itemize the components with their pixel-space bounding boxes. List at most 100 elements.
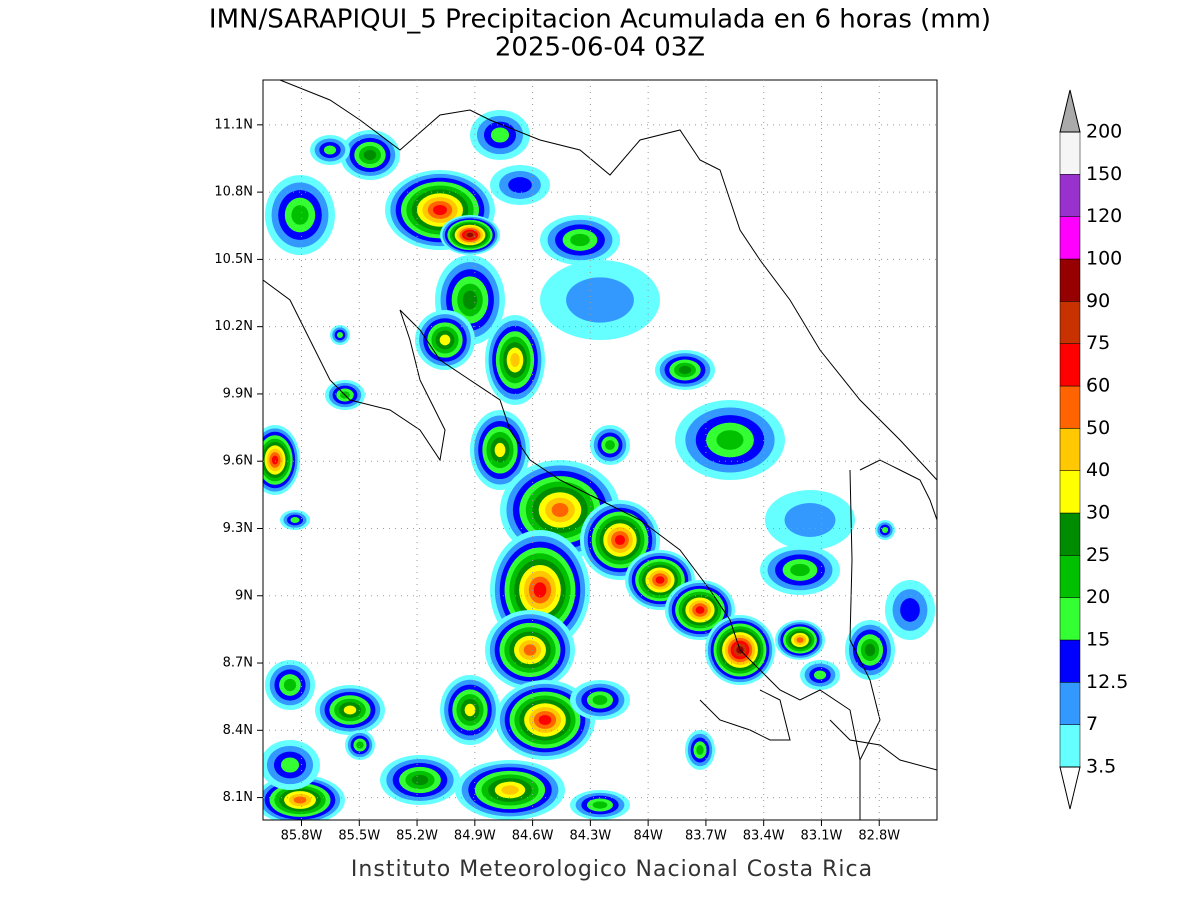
colorbar-label: 3.5 — [1086, 756, 1116, 778]
precip-contour — [490, 127, 510, 143]
colorbar-label: 120 — [1086, 205, 1122, 227]
precip-contour — [293, 796, 307, 804]
precip-contour — [551, 503, 569, 517]
lon-label: 82.8W — [858, 829, 900, 844]
colorbar-label: 40 — [1086, 459, 1110, 481]
lon-label: 84.6W — [512, 829, 554, 844]
precipitation-field — [263, 110, 935, 820]
precip-contour — [271, 455, 279, 465]
subtitle: 2025-06-04 03Z — [495, 33, 705, 63]
lon-label: 83.7W — [685, 829, 727, 844]
precip-contour — [864, 643, 876, 657]
lat-label: 9.9N — [223, 386, 253, 401]
precip-contour — [501, 785, 519, 795]
precip-contour — [605, 440, 615, 450]
osa-peninsula — [699, 689, 791, 741]
colorbar-label: 75 — [1086, 332, 1110, 354]
precip-contour — [716, 430, 744, 450]
title: IMN/SARAPIQUI_5 Precipitacion Acumulada … — [209, 5, 991, 35]
precip-contour — [290, 516, 300, 524]
lon-label: 84.3W — [569, 829, 611, 844]
colorbar-label: 15 — [1086, 629, 1110, 651]
precip-contour — [592, 695, 608, 705]
lat-label: 10.8N — [214, 185, 253, 200]
precip-contour — [538, 714, 552, 726]
lat-label: 10.2N — [214, 319, 253, 334]
colorbar-label: 90 — [1086, 290, 1110, 312]
colorbar-segment — [1059, 682, 1081, 725]
precip-contour — [796, 637, 804, 643]
precip-contour — [614, 534, 626, 546]
pacific-coast — [263, 279, 861, 820]
colorbar-label: 50 — [1086, 417, 1110, 439]
precip-contour — [533, 582, 547, 598]
colorbar-segment — [1059, 343, 1081, 387]
lat-label: 9.6N — [223, 454, 253, 469]
precip-contour — [336, 331, 344, 339]
precip-contour — [439, 334, 451, 346]
precip-contour — [696, 745, 704, 755]
lon-label: 85.2W — [396, 829, 438, 844]
precip-contour — [592, 801, 608, 809]
colorbar-label: 7 — [1086, 713, 1098, 735]
precip-contour — [462, 290, 478, 310]
colorbar-segment — [1059, 555, 1081, 598]
border-panama — [849, 469, 881, 761]
precip-contour — [790, 563, 810, 577]
colorbar-segment — [1059, 428, 1081, 471]
precip-contour — [900, 598, 920, 622]
plot-frame — [262, 79, 938, 821]
lat-label: 10.5N — [214, 252, 253, 267]
colorbar-label: 150 — [1086, 163, 1122, 185]
precip-contour — [678, 365, 692, 375]
colorbar-segment — [1059, 385, 1081, 429]
colorbar-label: 20 — [1086, 586, 1110, 608]
colorbar-over — [1059, 89, 1081, 133]
colorbar-segment — [1059, 174, 1081, 217]
lat-label: 9N — [235, 588, 253, 603]
precip-contour — [813, 670, 827, 680]
colorbar-label: 12.5 — [1086, 671, 1128, 693]
footer: Instituto Meteorologico Nacional Costa R… — [351, 857, 873, 882]
colorbar-segment — [1059, 512, 1081, 556]
precip-contour — [343, 705, 357, 715]
precip-contour — [464, 703, 476, 717]
colorbar-under — [1059, 766, 1081, 810]
lon-label: 85.8W — [281, 829, 323, 844]
precip-contour — [356, 741, 364, 749]
colorbar-segment — [1059, 724, 1081, 768]
coastlines — [263, 80, 937, 820]
colorbar-label: 30 — [1086, 502, 1110, 524]
colorbar-segment — [1059, 301, 1081, 344]
lat-label: 8.7N — [223, 656, 253, 671]
lon-label: 83.4W — [743, 829, 785, 844]
precip-contour — [510, 352, 520, 368]
precip-contour — [570, 233, 590, 247]
panama-coast — [829, 719, 937, 771]
precip-contour — [280, 757, 300, 773]
colorbar-segment — [1059, 258, 1081, 302]
precip-contour — [466, 232, 474, 238]
colorbar-label: 200 — [1086, 121, 1122, 143]
precip-contour — [523, 644, 537, 656]
precip-contour — [411, 774, 429, 786]
precip-contour — [784, 503, 836, 537]
precip-contour — [291, 205, 309, 225]
lat-label: 8.4N — [223, 723, 253, 738]
colorbar-label: 100 — [1086, 248, 1122, 270]
colorbar-segment — [1059, 639, 1081, 683]
precip-contour — [363, 149, 377, 161]
lon-label: 84W — [633, 829, 663, 844]
precip-contour — [323, 145, 337, 155]
border-north — [279, 80, 937, 481]
colorbar-label: 25 — [1086, 544, 1110, 566]
precip-contour — [508, 177, 532, 193]
precip-contour — [433, 204, 447, 216]
precip-contour — [494, 442, 506, 458]
lon-label: 83.1W — [801, 829, 843, 844]
colorbar-segment — [1059, 597, 1081, 641]
lat-label: 8.1N — [223, 790, 253, 805]
lat-label: 11.1N — [214, 117, 253, 132]
precip-contour — [881, 526, 889, 534]
